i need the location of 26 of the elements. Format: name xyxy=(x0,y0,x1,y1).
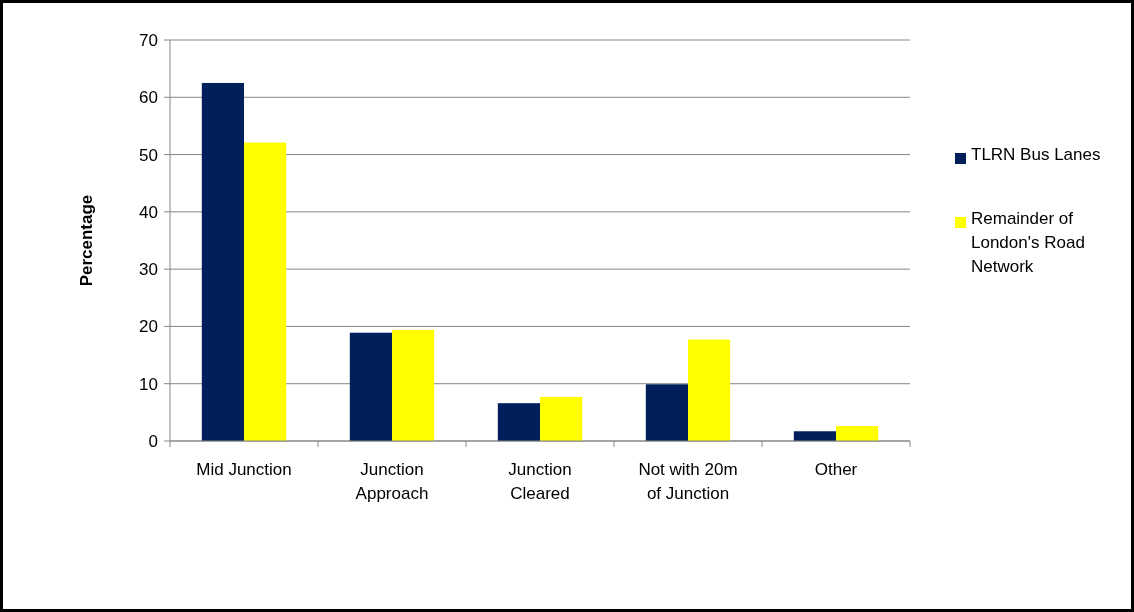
y-tick-label: 20 xyxy=(139,317,158,337)
bar xyxy=(201,82,244,441)
legend-label: TLRN Bus Lanes xyxy=(971,145,1101,164)
x-tick-label: Mid Junction xyxy=(196,460,292,479)
bar xyxy=(793,431,836,441)
y-tick-label: 0 xyxy=(148,431,158,451)
y-tick-label: 60 xyxy=(139,88,158,108)
y-axis-title: Percentage xyxy=(77,194,96,287)
bar xyxy=(540,396,583,441)
legend-label: Remainder of London's Road Network xyxy=(971,209,1085,276)
x-tick-label: Not with 20m of Junction xyxy=(638,460,738,503)
bar xyxy=(497,403,540,441)
y-tick-label: 10 xyxy=(139,374,158,394)
bar xyxy=(392,329,435,441)
bar xyxy=(349,332,392,441)
x-tick-label: Other xyxy=(814,460,858,479)
bar xyxy=(645,384,688,441)
bar xyxy=(244,142,287,441)
y-tick-label: 30 xyxy=(139,260,158,280)
y-tick-label: 50 xyxy=(139,145,158,165)
y-tick-label: 70 xyxy=(139,30,158,50)
x-tick-label: Junction Cleared xyxy=(508,460,572,503)
bar xyxy=(688,339,731,441)
x-tick-label: Junction Approach xyxy=(355,460,429,503)
bar xyxy=(836,426,879,441)
y-tick-label: 40 xyxy=(139,202,158,222)
